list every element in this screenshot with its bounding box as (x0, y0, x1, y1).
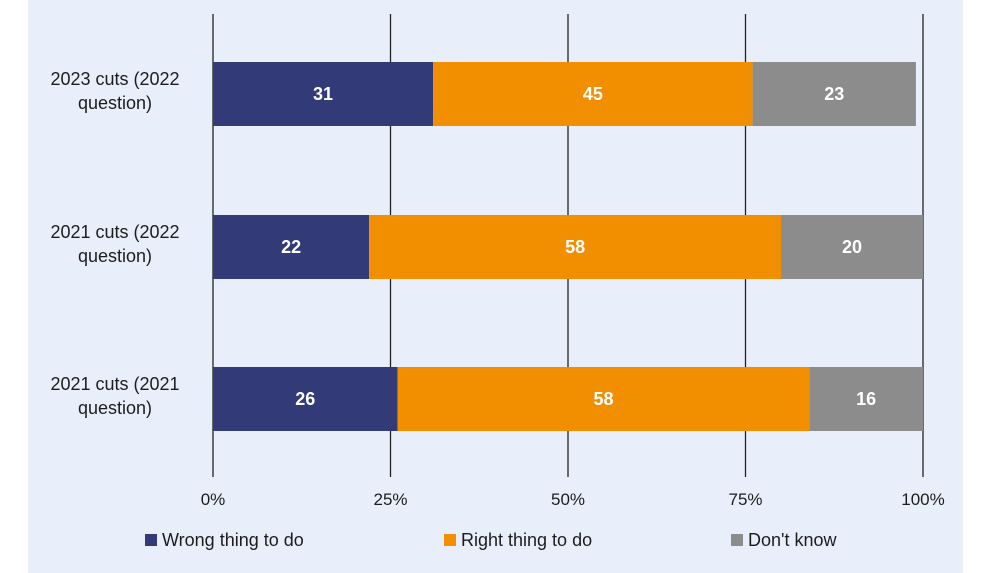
legend-swatch (444, 534, 456, 546)
category-label: 2021 cuts (2022 question) (50, 222, 179, 266)
legend-item: Wrong thing to do (145, 530, 304, 550)
legend-swatch (731, 534, 743, 546)
x-tick-label: 25% (373, 490, 407, 509)
bar-value-label: 58 (565, 237, 585, 257)
bar-value-label: 58 (593, 389, 613, 409)
bar-segment (809, 367, 923, 431)
legend-item: Right thing to do (444, 530, 592, 550)
legend-label: Don't know (748, 530, 837, 550)
bar-segment (213, 367, 398, 431)
category-labels: 2023 cuts (2022 question) 2021 cuts (2022 q… (50, 69, 179, 418)
category-label: 2023 cuts (2022 question) (50, 69, 179, 113)
bar-segment (397, 367, 810, 431)
x-tick-label: 0% (201, 490, 226, 509)
legend-item: Don't know (731, 530, 837, 550)
bar-value-label: 16 (856, 389, 876, 409)
x-tick-label: 50% (551, 490, 585, 509)
category-label: 2021 cuts (2021 question) (50, 374, 179, 418)
bar-segment (213, 62, 434, 126)
bar-value-label: 31 (313, 84, 333, 104)
bar-value-label: 22 (281, 237, 301, 257)
bar-value-label: 20 (842, 237, 862, 257)
legend-label: Right thing to do (461, 530, 592, 550)
bar-value-label: 45 (583, 84, 603, 104)
x-tick-label: 75% (728, 490, 762, 509)
bars: 31 45 23 22 58 20 26 58 16 (213, 62, 923, 431)
x-tick-label: 100% (901, 490, 944, 509)
legend-swatch (145, 534, 157, 546)
x-axis-ticks: 0% 25% 50% 75% 100% (201, 490, 945, 509)
bar-value-label: 26 (295, 389, 315, 409)
bar-segment (433, 62, 753, 126)
bar-value-label: 23 (824, 84, 844, 104)
legend-label: Wrong thing to do (162, 530, 304, 550)
bar-segment (781, 215, 923, 279)
bar-segment (752, 62, 916, 126)
legend: Wrong thing to do Right thing to do Don't … (145, 530, 837, 550)
bar-segment (213, 215, 370, 279)
bar-segment (369, 215, 781, 279)
